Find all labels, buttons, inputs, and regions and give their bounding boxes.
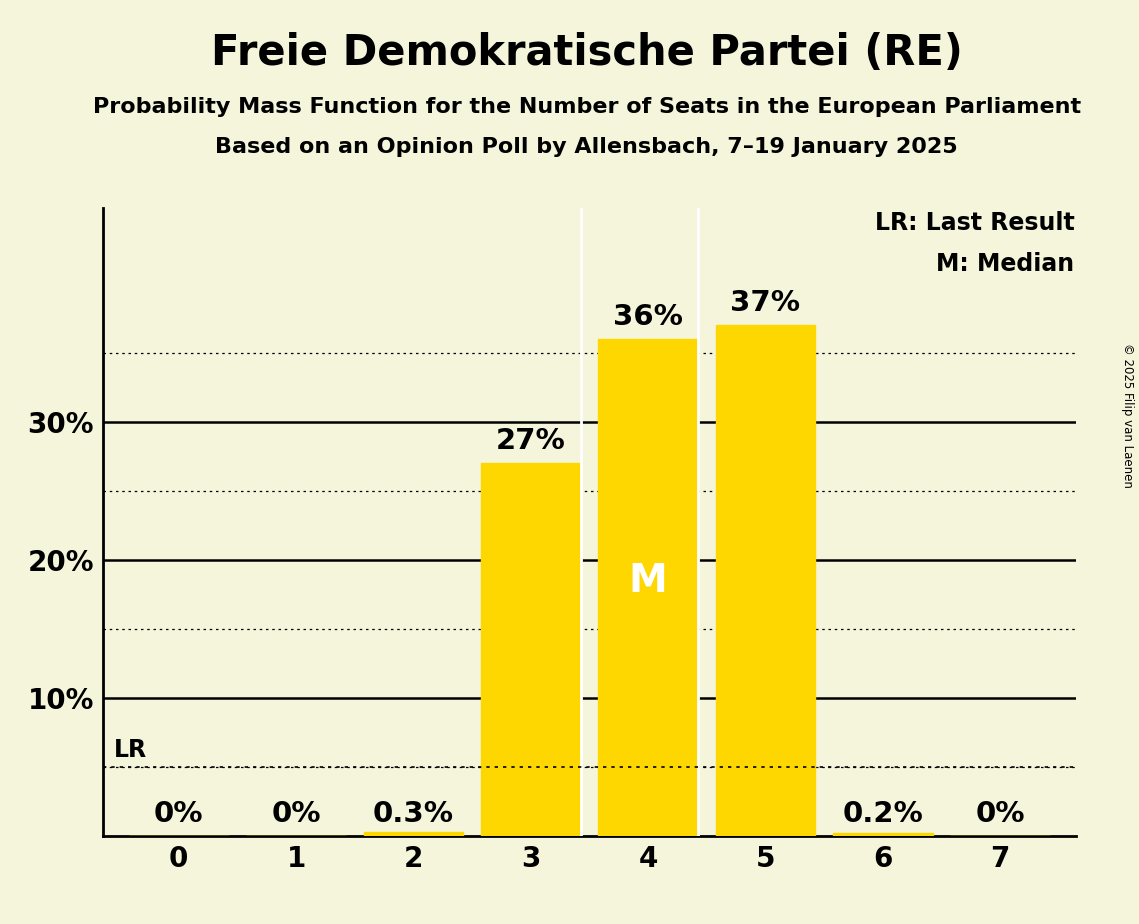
Text: M: Median: M: Median [936,252,1074,276]
Text: 27%: 27% [495,427,566,456]
Text: Based on an Opinion Poll by Allensbach, 7–19 January 2025: Based on an Opinion Poll by Allensbach, … [215,137,958,157]
Text: © 2025 Filip van Laenen: © 2025 Filip van Laenen [1121,344,1134,488]
Text: 37%: 37% [730,289,801,317]
Text: Freie Demokratische Partei (RE): Freie Demokratische Partei (RE) [211,32,962,74]
Text: 0%: 0% [154,800,204,828]
Bar [833,833,933,836]
Text: Probability Mass Function for the Number of Seats in the European Parliament: Probability Mass Function for the Number… [92,97,1081,117]
Bar [481,463,581,836]
Text: 0.2%: 0.2% [843,800,923,828]
Bar [598,339,698,836]
Bar [715,325,816,836]
Text: 0%: 0% [975,800,1025,828]
Bar [363,833,464,836]
Text: 0.3%: 0.3% [372,800,454,828]
Text: M: M [629,562,667,600]
Text: 36%: 36% [613,303,683,331]
Text: LR: Last Result: LR: Last Result [875,211,1074,235]
Text: 0%: 0% [271,800,321,828]
Text: LR: LR [114,737,147,761]
